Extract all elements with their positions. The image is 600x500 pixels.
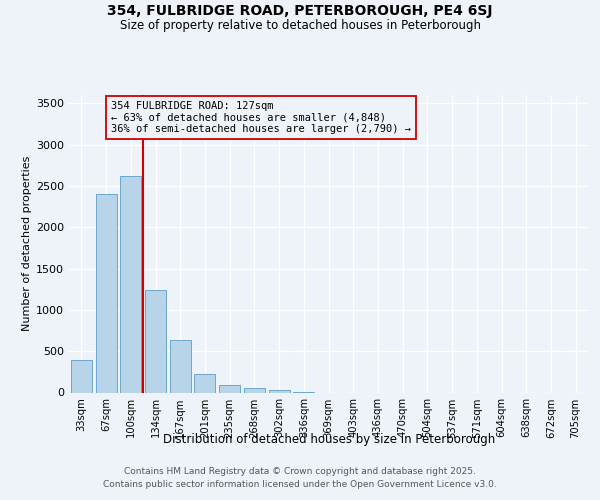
Bar <box>269 390 290 392</box>
Bar <box>244 388 265 392</box>
Text: Contains HM Land Registry data © Crown copyright and database right 2025.: Contains HM Land Registry data © Crown c… <box>124 467 476 476</box>
Text: Contains public sector information licensed under the Open Government Licence v3: Contains public sector information licen… <box>103 480 497 489</box>
Bar <box>194 374 215 392</box>
Y-axis label: Number of detached properties: Number of detached properties <box>22 156 32 332</box>
Bar <box>170 340 191 392</box>
Bar <box>145 290 166 392</box>
Text: Size of property relative to detached houses in Peterborough: Size of property relative to detached ho… <box>119 19 481 32</box>
Bar <box>120 176 141 392</box>
Text: 354, FULBRIDGE ROAD, PETERBOROUGH, PE4 6SJ: 354, FULBRIDGE ROAD, PETERBOROUGH, PE4 6… <box>107 4 493 18</box>
Bar <box>95 194 116 392</box>
Text: 354 FULBRIDGE ROAD: 127sqm
← 63% of detached houses are smaller (4,848)
36% of s: 354 FULBRIDGE ROAD: 127sqm ← 63% of deta… <box>111 101 411 134</box>
Bar <box>71 360 92 392</box>
Bar <box>219 385 240 392</box>
Text: Distribution of detached houses by size in Peterborough: Distribution of detached houses by size … <box>163 432 495 446</box>
